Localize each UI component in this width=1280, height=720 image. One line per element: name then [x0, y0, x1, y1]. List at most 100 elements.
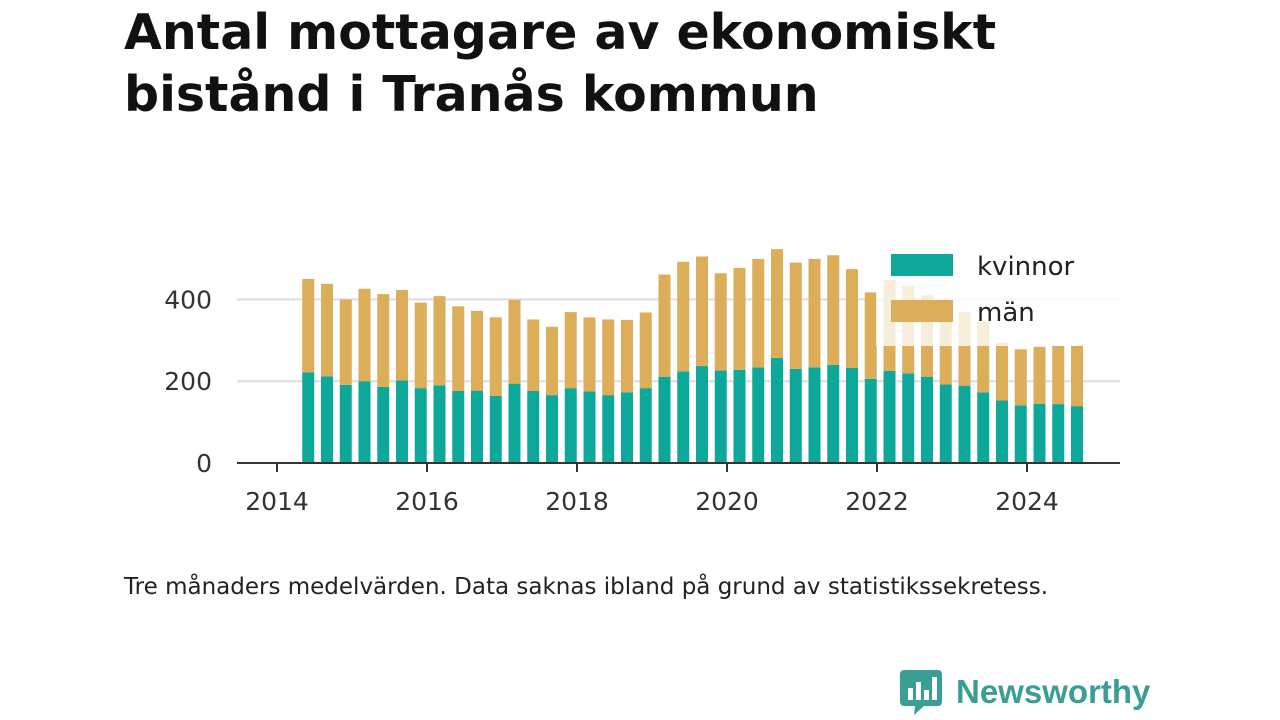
bar-kvinnor	[939, 384, 952, 463]
bar-kvinnor	[564, 388, 577, 463]
bar-man	[996, 342, 1008, 401]
bar-man	[846, 269, 858, 368]
bar-kvinnor	[452, 391, 465, 463]
bar-man	[471, 310, 483, 391]
bar-kvinnor	[883, 370, 896, 463]
legend-swatch-kvinnor	[891, 254, 953, 276]
bar-man	[714, 273, 727, 371]
bar-man	[658, 274, 671, 377]
bar-man	[864, 292, 877, 379]
bar-kvinnor	[302, 372, 315, 463]
bar-man	[546, 326, 558, 396]
bar-man	[696, 256, 708, 367]
brand-name: Newsworthy	[956, 673, 1151, 710]
bar-kvinnor	[808, 367, 821, 463]
bar-kvinnor	[864, 378, 877, 463]
legend-label-kvinnor: kvinnor	[977, 252, 1075, 282]
bar-man	[677, 261, 690, 372]
y-tick-label: 400	[164, 285, 212, 314]
bar-man	[827, 255, 840, 365]
newsworthy-logo-icon	[900, 670, 942, 715]
bar-man	[1033, 346, 1046, 404]
bar-kvinnor	[714, 370, 727, 463]
bar-man	[583, 317, 596, 392]
bar-man	[1052, 345, 1065, 405]
bar-man	[602, 319, 615, 396]
bar-man	[396, 289, 408, 381]
bar-kvinnor	[977, 392, 990, 463]
bar-kvinnor	[339, 384, 352, 463]
bar-man	[564, 312, 577, 389]
bar-kvinnor	[396, 380, 408, 463]
bar-kvinnor	[958, 385, 971, 463]
bar-man	[377, 294, 390, 387]
bar-kvinnor	[358, 381, 371, 463]
bar-man	[527, 319, 540, 392]
bar-man	[789, 262, 802, 369]
bar-kvinnor	[377, 386, 390, 463]
bar-kvinnor	[508, 383, 521, 463]
bar-kvinnor	[752, 367, 765, 463]
bar-man	[1014, 349, 1027, 406]
bar-kvinnor	[1052, 404, 1065, 463]
chart-title: Antal mottagare av ekonomiskt bistånd i …	[124, 4, 997, 123]
legend-label-man: män	[977, 298, 1035, 328]
chart-note: Tre månaders medelvärden. Data saknas ib…	[124, 574, 1049, 600]
bar-kvinnor	[621, 392, 633, 463]
chart: 0 200 400 2014 2016 2018 2020 2022 2024 kvinnor m…	[164, 240, 1120, 516]
y-tick-label: 0	[196, 449, 212, 478]
bar-man	[508, 299, 521, 384]
bar-man	[433, 296, 446, 386]
bar-man	[808, 258, 821, 368]
x-tick-label: 2016	[395, 487, 459, 516]
bar-kvinnor	[789, 368, 802, 463]
legend: kvinnor män	[876, 240, 1120, 346]
bar-kvinnor	[771, 357, 783, 463]
bar-man	[452, 306, 465, 392]
bar-kvinnor	[846, 367, 858, 463]
axes: 0 200 400 2014 2016 2018 2020 2022 2024	[164, 285, 1120, 516]
x-tick-label: 2024	[995, 487, 1059, 516]
bar-man	[339, 299, 352, 385]
bar-man	[321, 283, 333, 377]
bar-kvinnor	[827, 364, 840, 463]
bar-kvinnor	[602, 395, 615, 463]
bar-man	[733, 267, 746, 370]
bar-man	[414, 302, 427, 389]
bar-man	[1071, 345, 1083, 407]
bar-kvinnor	[546, 395, 558, 463]
bar-man	[358, 288, 371, 382]
bar-kvinnor	[696, 366, 708, 463]
brand-logo: Newsworthy	[900, 668, 1150, 716]
bar-man	[489, 317, 502, 396]
bar-man	[752, 258, 765, 368]
bar-kvinnor	[677, 371, 690, 463]
bar-kvinnor	[471, 390, 483, 463]
bar-man	[621, 319, 633, 393]
y-tick-label: 200	[164, 367, 212, 396]
bar-kvinnor	[733, 369, 746, 463]
legend-swatch-man	[891, 300, 953, 322]
x-tick-label: 2018	[545, 487, 609, 516]
bar-man	[302, 278, 315, 373]
bar-kvinnor	[1071, 406, 1083, 463]
bar-kvinnor	[489, 395, 502, 463]
bar-kvinnor	[996, 400, 1008, 463]
bar-kvinnor	[583, 391, 596, 463]
bar-kvinnor	[658, 376, 671, 463]
bar-kvinnor	[433, 385, 446, 463]
bar-kvinnor	[414, 388, 427, 463]
bar-kvinnor	[921, 376, 933, 463]
x-tick-label: 2014	[245, 487, 309, 516]
bar-kvinnor	[527, 391, 540, 463]
bar-man	[639, 312, 652, 389]
bar-kvinnor	[902, 373, 915, 463]
bar-kvinnor	[321, 376, 333, 463]
bar-man	[771, 249, 783, 358]
x-tick-label: 2020	[695, 487, 759, 516]
bar-kvinnor	[1033, 403, 1046, 463]
x-tick-label: 2022	[845, 487, 909, 516]
bar-kvinnor	[639, 388, 652, 463]
bar-kvinnor	[1014, 405, 1027, 463]
bars	[302, 249, 1083, 463]
